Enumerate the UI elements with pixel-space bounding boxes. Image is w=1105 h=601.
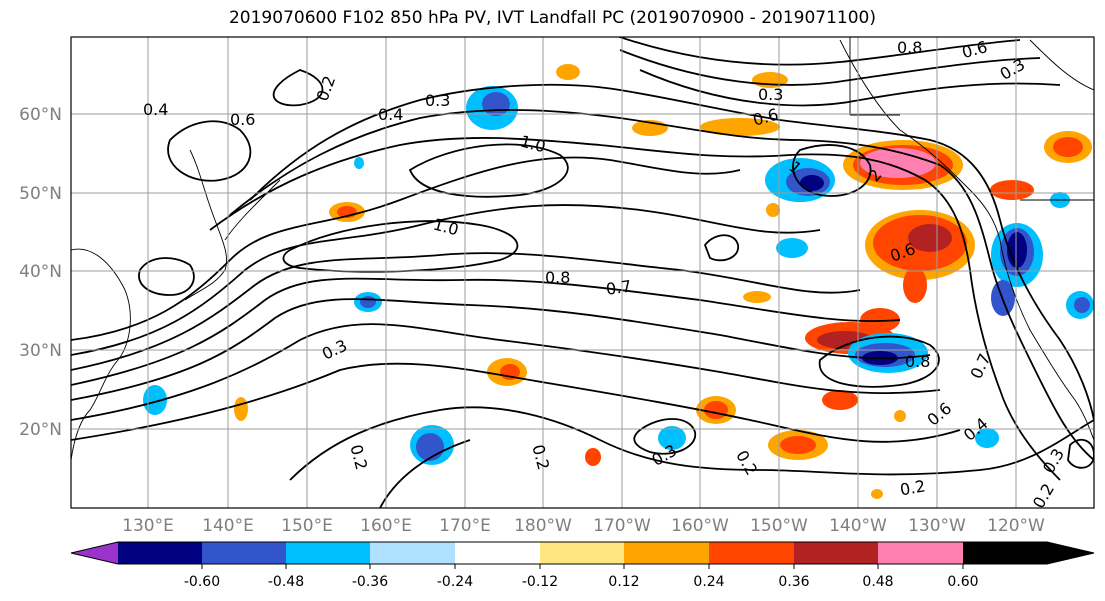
colorbar: -0.60 -0.48 -0.36 -0.24 -0.12 0.12 0.24 … [70,541,1095,590]
lon-label: 150°E [281,516,333,536]
pv-contours [71,37,1094,508]
lon-label: 130°W [908,516,966,536]
colorbar-segment [455,542,540,564]
colorbar-segment [118,542,202,564]
colorbar-label: 0.36 [778,574,809,590]
coastlines [71,37,1094,461]
contour-label: 0.8 [897,38,922,57]
colorbar-label: 0.60 [947,574,978,590]
colorbar-segment [71,542,118,564]
contour-label: 0.4 [378,105,403,124]
contour-label: 0.4 [143,100,168,119]
colorbar-outline [70,541,1095,565]
lat-label: 60°N [19,105,62,125]
lon-label: 150°W [750,516,808,536]
lat-label: 40°N [19,262,62,282]
colorbar-segment [202,542,286,564]
contour-label: 0.6 [230,110,255,129]
map-frame [70,36,1095,509]
longitude-labels: 130°E 140°E 150°E 160°E 170°E 180°W 170°… [122,516,1045,536]
colorbar-segment [370,542,455,564]
colorbar-label: -0.12 [522,574,558,590]
shaded-anomaly-field [143,64,1094,499]
colorbar-label: 0.12 [608,574,639,590]
contour-label: 0.8 [905,352,930,371]
latitude-labels: 60°N 50°N 40°N 30°N 20°N [19,105,62,440]
lat-label: 50°N [19,184,62,204]
colorbar-ticks [201,564,964,569]
lon-label: 160°E [360,516,412,536]
contour-label: 0.2 [898,476,926,499]
lon-label: 130°E [122,516,174,536]
colorbar-label: -0.24 [437,574,473,590]
colorbar-segment [963,542,1094,564]
lon-label: 180°W [514,516,572,536]
contour-label: 0.3 [425,91,450,110]
map-title: 2019070600 F102 850 hPa PV, IVT Landfall… [228,8,876,28]
colorbar-segment [709,542,794,564]
contour-label: 0.7 [605,277,633,299]
lon-label: 160°W [671,516,729,536]
colorbar-segment [286,542,370,564]
contour-label: 0.3 [758,85,783,104]
colorbar-segment [540,542,624,564]
colorbar-label: 0.48 [862,574,893,590]
colorbar-label: -0.60 [184,574,220,590]
lat-label: 20°N [19,420,62,440]
map-gridlines [71,37,1094,508]
colorbar-segment [624,542,709,564]
lon-label: 140°W [829,516,887,536]
lon-label: 170°W [593,516,651,536]
lat-label: 30°N [19,341,62,361]
colorbar-label: 0.24 [693,574,724,590]
colorbar-segment [878,542,963,564]
colorbar-label: -0.36 [352,574,388,590]
colorbar-label: -0.48 [268,574,304,590]
contour-label: 0.8 [545,268,570,287]
lon-label: 120°W [987,516,1045,536]
colorbar-segment [794,542,878,564]
lon-label: 170°E [439,516,491,536]
lon-label: 140°E [202,516,254,536]
